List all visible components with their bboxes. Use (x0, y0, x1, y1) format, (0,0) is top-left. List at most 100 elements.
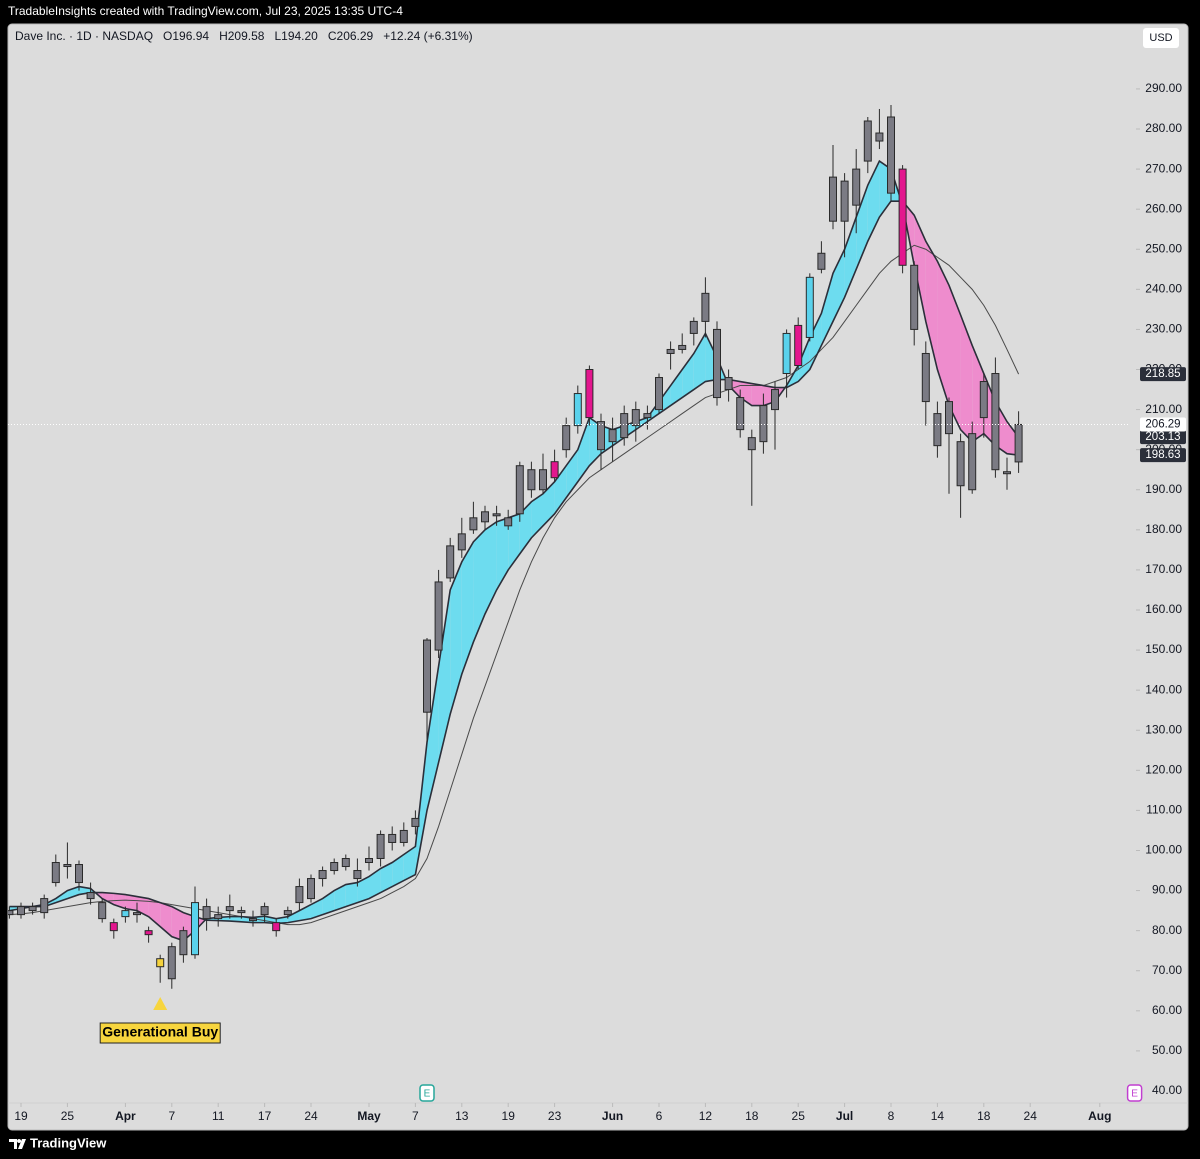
ribbon-fill (55, 890, 68, 903)
candle-body (666, 348, 675, 354)
price-label: 206.29 (1145, 418, 1180, 430)
ribbon-fill (461, 541, 474, 675)
y-tick-label: 280.00 (1145, 121, 1182, 135)
x-tick-label: 12 (699, 1109, 713, 1123)
ribbon-fill (125, 894, 137, 911)
candle-body (759, 405, 768, 443)
candle-body (167, 946, 176, 980)
fast-line (9, 159, 1019, 942)
candle-body (771, 389, 779, 411)
candle-body (608, 429, 617, 443)
brand-logo (9, 1139, 26, 1149)
candle-body (817, 252, 826, 270)
candle-body (585, 369, 594, 419)
candle-body (434, 581, 443, 651)
ribbon-fill (577, 417, 590, 482)
ribbon-fill (937, 261, 949, 406)
x-tick-label: 7 (168, 1109, 175, 1123)
candle-body (411, 817, 420, 827)
candle-body (63, 864, 72, 868)
candle-body (713, 328, 721, 399)
legend-symbol: Dave Inc. · 1D · NASDAQ (15, 29, 153, 43)
candle-body (109, 922, 118, 932)
legend-item: +12.24 (+6.31%) (383, 29, 472, 43)
x-tick-label: 18 (977, 1109, 991, 1123)
candle-body (214, 914, 223, 920)
y-tick-label: 170.00 (1145, 562, 1182, 576)
candle-body (17, 906, 25, 916)
attribution: TradableInsights created with TradingVie… (8, 4, 403, 18)
candle-body (179, 930, 188, 956)
currency: USD (1149, 32, 1172, 44)
candle-body (481, 511, 489, 523)
x-tick-label: 6 (656, 1109, 663, 1123)
candle-body (376, 833, 385, 860)
legend: Dave Inc. · 1D · NASDAQ O196.94 H209.58 L19… (15, 29, 473, 43)
candle-body (956, 441, 965, 487)
y-tick-label: 150.00 (1145, 642, 1182, 656)
candle-body (8, 910, 14, 916)
candle-body (341, 858, 350, 868)
candle-body (446, 545, 455, 579)
candle-body (365, 858, 373, 864)
candle-body (910, 264, 919, 330)
candle-body (863, 120, 872, 162)
candle-body (550, 461, 559, 479)
candle-body (898, 168, 907, 266)
y-tick-label: 190.00 (1145, 482, 1182, 496)
candle-body (133, 912, 141, 916)
ribbon-fill (403, 846, 416, 881)
x-tick-label: 25 (792, 1109, 806, 1123)
ribbon-fill (357, 876, 369, 903)
candle-body (75, 864, 83, 884)
candle-body (260, 906, 269, 916)
ribbon-fill (345, 882, 358, 907)
candle-body (782, 332, 791, 375)
x-tick-label: 24 (304, 1109, 318, 1123)
y-tick-label: 60.00 (1152, 1003, 1182, 1017)
candle-body (40, 898, 49, 914)
candle-body (121, 910, 130, 918)
legend-item: L194.20 (274, 29, 318, 43)
ribbon-fill (949, 285, 961, 430)
price-label: 218.85 (1145, 368, 1180, 380)
candle-body (399, 829, 408, 843)
legend-item: O196.94 (163, 29, 209, 43)
event-label: E (424, 1089, 431, 1100)
ribbon-fill (148, 898, 161, 927)
candle-body (527, 469, 536, 491)
candle-body (237, 910, 246, 914)
x-tick-label: 11 (212, 1109, 225, 1123)
slow-line (9, 200, 1020, 925)
x-tick-label: 7 (412, 1109, 419, 1123)
candle-body (701, 292, 710, 322)
y-tick-label: 90.00 (1152, 883, 1182, 897)
candle-body (249, 918, 257, 922)
candle-body (968, 433, 977, 491)
x-tick-label: 18 (745, 1109, 759, 1123)
candle-body (736, 397, 745, 431)
candle-body (86, 892, 95, 900)
candle-body (794, 324, 803, 366)
candle-body (921, 352, 930, 403)
candle-body (852, 168, 861, 206)
ribbon-fill (809, 313, 822, 370)
candle-body (295, 886, 304, 904)
event-label: E (1131, 1089, 1138, 1100)
candle-body (202, 906, 211, 920)
price-label-box (1140, 448, 1186, 463)
ribbon-fill (798, 337, 810, 382)
x-tick-label: 17 (258, 1109, 272, 1123)
candle-body (504, 517, 513, 527)
candle-body (1003, 471, 1011, 475)
y-tick-label: 270.00 (1145, 161, 1182, 175)
price-label-box (1140, 417, 1186, 432)
candle-body (678, 344, 687, 350)
legend-item: C206.29 (328, 29, 374, 43)
ribbon-fill (508, 513, 520, 570)
event-badge (419, 1084, 435, 1102)
ribbon-fill (751, 383, 764, 406)
x-tick-label: 24 (1024, 1109, 1038, 1123)
